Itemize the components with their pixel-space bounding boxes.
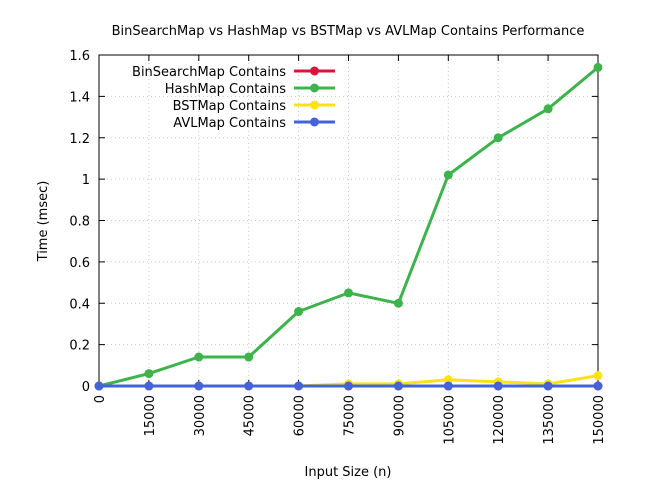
data-point (443, 375, 453, 385)
data-point (194, 381, 204, 391)
y-tick-label: 0.4 (69, 297, 90, 312)
data-point (244, 352, 254, 362)
y-tick-label: 0.2 (69, 339, 90, 354)
x-tick-label: 0 (93, 395, 108, 403)
series-layer (94, 62, 603, 391)
y-tick-label: 1.4 (69, 90, 90, 105)
legend-swatch-point (310, 83, 319, 93)
x-axis-label: Input Size (n) (305, 465, 392, 480)
legend-label: HashMap Contains (165, 82, 287, 97)
x-tick-label: 75000 (343, 395, 358, 436)
x-tick-label: 150000 (592, 395, 607, 445)
data-point (493, 381, 503, 391)
data-point (443, 381, 453, 391)
y-tick-label: 1 (82, 173, 90, 188)
legend-swatch-point (310, 66, 319, 76)
data-point (344, 288, 353, 298)
data-point (493, 133, 503, 143)
series-1 (94, 62, 603, 391)
data-point (593, 62, 603, 72)
legend: BinSearchMap Contains HashMap Contains BST… (132, 65, 335, 131)
data-point (244, 381, 254, 391)
legend-item: BSTMap Contains (173, 99, 335, 114)
legend-label: AVLMap Contains (173, 116, 286, 131)
legend-swatch-point (310, 100, 319, 110)
legend-item: HashMap Contains (165, 82, 335, 97)
data-point (344, 381, 353, 391)
y-tick-label: 0.8 (69, 215, 90, 230)
data-point (443, 170, 453, 180)
y-tick-label: 0.6 (69, 256, 90, 271)
y-tick-label: 1.6 (69, 49, 90, 64)
x-tick-label: 90000 (392, 395, 407, 436)
x-tick-label: 15000 (143, 395, 158, 436)
data-point (294, 381, 304, 391)
legend-label: BSTMap Contains (173, 99, 287, 114)
x-tick-label: 30000 (193, 395, 208, 436)
chart-title: BinSearchMap vs HashMap vs BSTMap vs AVL… (112, 24, 585, 39)
data-point (543, 381, 553, 391)
x-axis: 0 15000 30000 45000 60000 75000 90000 105000 120… (93, 55, 607, 445)
legend-label: BinSearchMap Contains (132, 65, 286, 80)
x-tick-label: 120000 (492, 395, 507, 445)
data-point (294, 307, 304, 317)
data-point (543, 104, 553, 114)
x-tick-label: 135000 (542, 395, 557, 445)
data-point (144, 369, 154, 379)
legend-swatch-point (310, 117, 319, 127)
data-point (593, 371, 603, 381)
data-point (393, 298, 403, 308)
series-3 (94, 381, 603, 391)
y-axis: 0 0.2 0.4 0.6 0.8 1 1.2 1.4 1.6 (69, 49, 598, 395)
data-point (393, 381, 403, 391)
x-tick-label: 60000 (293, 395, 308, 436)
legend-item: AVLMap Contains (173, 116, 335, 131)
data-point (194, 352, 204, 362)
x-tick-label: 105000 (442, 395, 457, 445)
legend-item: BinSearchMap Contains (132, 65, 335, 80)
y-axis-label: Time (msec) (36, 181, 51, 263)
y-tick-label: 0 (82, 380, 90, 395)
x-tick-label: 45000 (243, 395, 258, 436)
data-point (144, 381, 154, 391)
data-point (94, 381, 104, 391)
data-point (593, 381, 603, 391)
y-tick-label: 1.2 (69, 132, 90, 147)
